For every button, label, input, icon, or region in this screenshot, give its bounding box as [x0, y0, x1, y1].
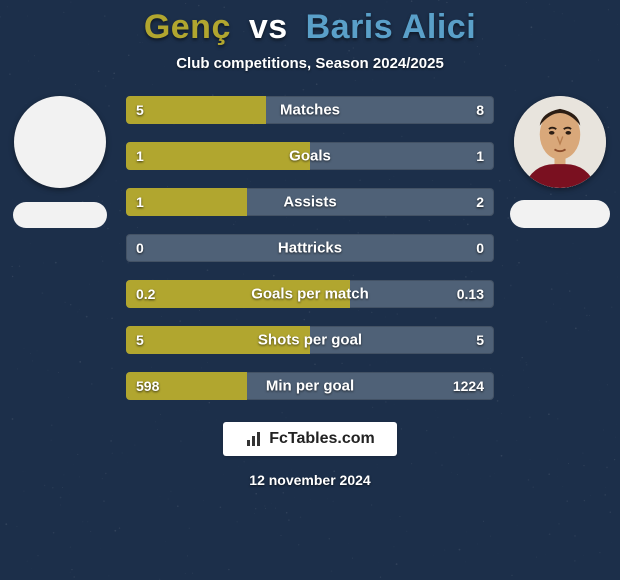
subtitle: Club competitions, Season 2024/2025: [176, 55, 444, 72]
brand-chart-icon: [245, 430, 263, 448]
stat-label: Hattricks: [278, 240, 342, 257]
player1-avatar: [14, 96, 106, 188]
stat-value-left: 5: [136, 332, 144, 348]
stat-label: Goals per match: [251, 286, 369, 303]
stat-value-right: 1: [476, 148, 484, 164]
stat-value-left: 1: [136, 148, 144, 164]
stat-value-left: 5: [136, 102, 144, 118]
stat-value-right: 0.13: [457, 286, 484, 302]
stat-row: 5 5 Shots per goal: [126, 326, 494, 354]
brand-badge: FcTables.com: [223, 422, 397, 456]
stat-value-left: 0.2: [136, 286, 155, 302]
brand-text: FcTables.com: [269, 430, 375, 448]
stat-value-left: 1: [136, 194, 144, 210]
stat-value-left: 598: [136, 378, 159, 394]
stat-label: Min per goal: [266, 378, 354, 395]
player2-team-oval: [510, 200, 610, 228]
player-left-panel: [0, 96, 120, 228]
stat-row: 0.2 0.13 Goals per match: [126, 280, 494, 308]
player2-avatar: [514, 96, 606, 188]
stat-value-left: 0: [136, 240, 144, 256]
stat-value-right: 2: [476, 194, 484, 210]
stat-row: 598 1224 Min per goal: [126, 372, 494, 400]
stat-row: 1 1 Goals: [126, 142, 494, 170]
stat-label: Shots per goal: [258, 332, 362, 349]
player-right-panel: [500, 96, 620, 228]
stat-label: Assists: [283, 194, 336, 211]
page-title: Genç vs Baris Alici: [144, 8, 476, 47]
stat-row: 1 2 Assists: [126, 188, 494, 216]
title-player2: Baris Alici: [306, 8, 477, 46]
stat-fill-left: [126, 188, 247, 216]
title-player1: Genç: [144, 8, 231, 46]
player1-team-oval: [13, 202, 107, 228]
stat-value-right: 0: [476, 240, 484, 256]
stat-label: Goals: [289, 148, 331, 165]
footer-date: 12 november 2024: [249, 472, 370, 488]
stat-fill-left: [126, 142, 310, 170]
stat-label: Matches: [280, 102, 340, 119]
stat-value-right: 8: [476, 102, 484, 118]
stat-row: 5 8 Matches: [126, 96, 494, 124]
stats-bars: 58Matches11Goals12Assists00Hattricks0.20…: [120, 96, 500, 400]
stat-value-right: 1224: [453, 378, 484, 394]
title-vs: vs: [249, 8, 288, 46]
stat-row: 0 0 Hattricks: [126, 234, 494, 262]
stat-value-right: 5: [476, 332, 484, 348]
stat-fill-left: [126, 96, 266, 124]
